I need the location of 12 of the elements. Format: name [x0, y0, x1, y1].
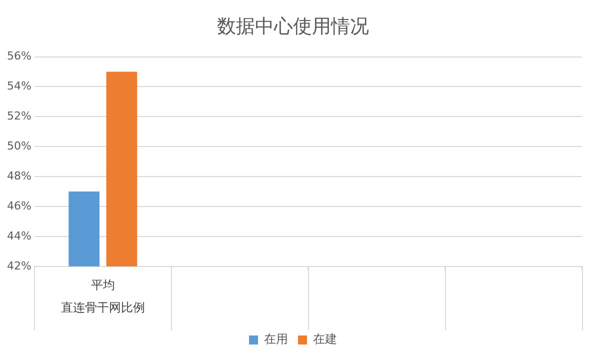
y-tick-label: 50%	[6, 139, 32, 152]
chart-title: 数据中心使用情况	[217, 15, 369, 38]
y-tick-label: 54%	[6, 80, 32, 93]
y-tick-label: 48%	[6, 169, 32, 182]
legend-label: 在建	[313, 332, 337, 346]
y-tick-label: 44%	[6, 229, 32, 242]
y-tick-label: 46%	[6, 199, 32, 212]
y-tick-label: 42%	[6, 259, 32, 272]
legend-label: 在用	[264, 332, 288, 346]
y-tick-label: 52%	[6, 110, 32, 123]
x-tick-label: 平均直连骨干网比例	[60, 278, 145, 315]
y-tick-label: 56%	[6, 50, 32, 63]
